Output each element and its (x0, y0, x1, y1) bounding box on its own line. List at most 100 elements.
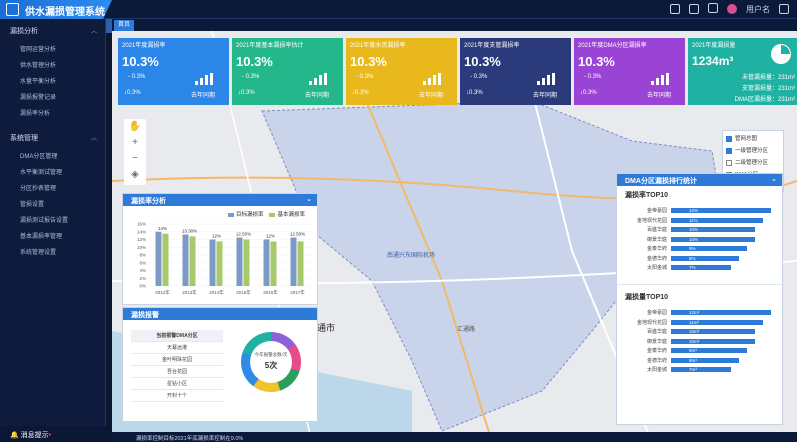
rank-row[interactable]: 金泰华府 9m³ (617, 347, 782, 354)
bar-basic[interactable] (297, 241, 304, 286)
sidebar-item[interactable]: 水量平衡分析 (20, 79, 57, 85)
warn-list-item[interactable]: 吾台花园 (131, 366, 223, 378)
bell-icon (708, 3, 718, 13)
rank-row[interactable]: 百盛华庭 10m³ (617, 328, 782, 335)
bar-target[interactable] (182, 234, 189, 286)
bar-basic[interactable] (216, 241, 223, 286)
sidebar-item[interactable]: 管损设置 (20, 202, 45, 208)
rank-name: 百盛华庭 (646, 329, 667, 335)
bar-basic[interactable] (189, 236, 196, 286)
rank-row[interactable]: 金地现代花园 11% (617, 217, 782, 224)
avatar[interactable] (727, 4, 737, 14)
rank-row[interactable]: 太阳金城 7% (617, 264, 782, 271)
rank-bar: 11m³ (671, 319, 763, 325)
rank-row[interactable]: 百盛华庭 10% (617, 226, 782, 233)
bar-target[interactable] (236, 237, 243, 286)
alarm-link[interactable]: 🔔 消息提示• (0, 426, 106, 442)
trend-icon (651, 73, 669, 85)
sidebar-item[interactable]: 系统管理设置 (20, 250, 57, 256)
warn-list-item[interactable]: 星钻小区 (131, 378, 223, 390)
layer-label: 一级管理分区 (735, 148, 769, 154)
sidebar-item[interactable]: 水平衡测试管理 (20, 170, 63, 176)
chevron-down-icon[interactable]: ⌄ (306, 196, 312, 203)
checkbox[interactable] (726, 135, 732, 142)
warn-list-item[interactable]: 开封十个 (131, 390, 223, 402)
warn-list-item[interactable]: 天幕远港 (131, 342, 223, 354)
rank-row[interactable]: 金帝豪园 12m³ (617, 309, 782, 316)
sidebar-item[interactable]: 漏损率分析 (20, 111, 51, 117)
checkbox[interactable] (726, 159, 732, 166)
rank-name: 金地现代花园 (636, 319, 667, 326)
sidebar-item[interactable]: 分区抄表管理 (20, 186, 57, 192)
bar-basic[interactable] (243, 239, 250, 287)
card-compare-link[interactable]: 去年同期 (304, 93, 329, 99)
rank-row[interactable]: 御景华庭 10m³ (617, 338, 782, 345)
hand-icon[interactable]: ✋ (128, 121, 142, 132)
layer-toggle[interactable]: 管网总图 (726, 133, 780, 145)
sidebar-item[interactable]: 漏损报警记录 (20, 95, 57, 101)
username[interactable]: 用户名 (746, 4, 770, 14)
card-line: 未管漏损量：231m³ (741, 75, 795, 81)
card-title: 2021年度基本漏损率估计 (236, 43, 304, 49)
card-title: 2021年度漏损量 (692, 43, 736, 49)
warn-list: 当前报警DMA分区 天幕远港 金叶明珠花园 吾台花园 星钻小区 开封十个 (131, 330, 223, 402)
chevron-up-icon: ︿ (90, 136, 97, 142)
map-label: 汇通路 (457, 325, 475, 333)
compass-icon[interactable]: ◈ (131, 169, 139, 180)
rank-value: 7m³ (689, 367, 697, 372)
rank-row[interactable]: 御景华庭 10% (617, 236, 782, 243)
sidebar-item[interactable]: 基本漏损率管理 (20, 234, 63, 240)
rank-row[interactable]: 金德华府 8m³ (617, 357, 782, 364)
rank-row[interactable]: 金帝豪园 12% (617, 207, 782, 214)
loss-rate-panel: 漏损率分析 ⌄ 目标漏损率 基本漏损率 16% 14% 12% 10% 8% 6% 4% 2% 0… (122, 193, 318, 305)
bar-target[interactable] (263, 239, 270, 287)
layer-toggle[interactable]: 一级管理分区 (726, 145, 780, 157)
vol-rank-list: 金帝豪园 12m³ 金地现代花园 11m³ 百盛华庭 10m³ 御景华庭 10m³ 金泰… (617, 309, 782, 389)
settings-icon[interactable] (689, 4, 699, 14)
sidebar-item[interactable]: 供水管理分析 (20, 63, 57, 69)
rank-value: 12% (689, 208, 699, 213)
bar-target[interactable] (155, 231, 162, 286)
rank-row[interactable]: 金泰华府 9% (617, 245, 782, 252)
rank-name: 金帝豪园 (646, 208, 667, 214)
sidebar-item[interactable]: 管网运营分析 (20, 47, 57, 53)
card-title: 2021年度漏损率 (122, 43, 166, 49)
bar-basic[interactable] (162, 233, 169, 286)
summary-card[interactable]: 2021年度DMA分区漏损率 10.3% - 0.3% ↓0.3% 去年同期 (574, 38, 685, 105)
logo-icon (6, 3, 19, 16)
card-compare-link[interactable]: 去年同期 (190, 93, 215, 99)
sidebar-group-loss[interactable]: 漏损分析 ︿ (0, 19, 105, 40)
summary-card[interactable]: 2021年度水资漏损率 10.3% - 0.3% ↓0.3% 去年同期 (346, 38, 457, 105)
rank-name: 太阳金城 (646, 265, 667, 271)
sidebar-item[interactable]: DMA分区管理 (20, 154, 58, 160)
y-tick-label: 6% (139, 260, 146, 265)
logout-icon[interactable] (779, 4, 789, 14)
sidebar-toggle[interactable] (106, 19, 112, 33)
card-compare-link[interactable]: 去年同期 (418, 93, 443, 99)
summary-card[interactable]: 2021年度漏损率 10.3% - 0.3% ↓0.3% 去年同期 (118, 38, 229, 105)
chevron-down-icon[interactable]: ⌄ (771, 176, 777, 183)
home-icon[interactable] (670, 4, 680, 14)
zoom-in-button[interactable]: + (132, 137, 138, 148)
sidebar-item[interactable]: 漏损测试报告设置 (20, 218, 69, 224)
rank-row[interactable]: 金德华府 8% (617, 255, 782, 262)
summary-card[interactable]: 2021年度基本漏损率估计 10.3% - 0.3% ↓0.3% 去年同期 (232, 38, 343, 105)
tab-home[interactable]: 首页 (114, 20, 134, 31)
y-tick-label: 0% (139, 284, 146, 289)
bar-target[interactable] (290, 237, 297, 286)
rank-panel: DMA分区漏损排行统计 ⌄ 漏损率TOP10 金帝豪园 12% 金地现代花园 11%… (616, 173, 783, 425)
bar-basic[interactable] (270, 241, 277, 286)
card-compare-link[interactable]: 去年同期 (532, 93, 557, 99)
rank-row[interactable]: 金地现代花园 11m³ (617, 319, 782, 326)
layer-toggle[interactable]: 二级管理分区 (726, 157, 780, 169)
warn-list-item[interactable]: 金叶明珠花园 (131, 354, 223, 366)
summary-card[interactable]: 2021年度漏损量 1234m³ 未管漏损量：231m³ 支管漏损量：231m³ DM… (688, 38, 797, 105)
card-compare-link[interactable]: 去年同期 (646, 93, 671, 99)
checkbox[interactable] (726, 147, 732, 154)
sidebar-group-system[interactable]: 系统管理 ︿ (0, 126, 105, 147)
notification-button[interactable] (708, 3, 718, 15)
bar-target[interactable] (209, 239, 216, 287)
rank-row[interactable]: 太阳金城 7m³ (617, 366, 782, 373)
zoom-out-button[interactable]: − (132, 153, 138, 164)
summary-card[interactable]: 2021年度支管漏损率 10.3% - 0.3% ↓0.3% 去年同期 (460, 38, 571, 105)
